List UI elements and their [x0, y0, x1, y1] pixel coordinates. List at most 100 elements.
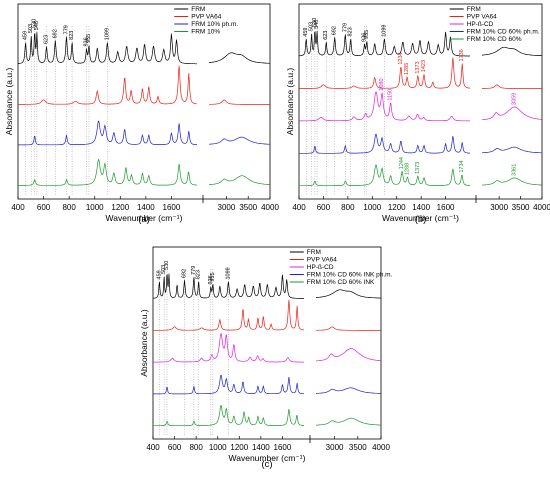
legend-entry: FRM [467, 6, 481, 13]
y-axis-label: Absorbance (a.u.) [139, 309, 149, 377]
legend-entry: FRM 10% CD 60% ph.m. [467, 29, 540, 36]
spectrum-line-hf-0 [482, 46, 542, 56]
legend-entry: FRM 10% CD 60% INK ph.m. [307, 272, 393, 279]
x-tick-label: 400 [11, 203, 25, 212]
spectrum-line-2 [299, 91, 470, 122]
plot-frame [298, 3, 543, 200]
chart-panel-1: 400 600 800 1000 1200 1400 1600 3000 3500 4000 Wav… [285, 3, 550, 225]
x-tick-label: 400 [146, 443, 160, 452]
peak-label: 823 [196, 270, 202, 279]
spectrum-line-3 [153, 374, 305, 395]
colored-peak-label: 3359 [512, 93, 518, 105]
spectrum-line-4 [153, 404, 304, 427]
colored-peak-label: 1736 [459, 49, 465, 61]
peak-label: 1099 [225, 267, 231, 279]
peak-label: 1099 [381, 25, 387, 37]
x-tick-label: 800 [341, 203, 355, 212]
x-tick-label: 4000 [372, 443, 390, 452]
colored-peak-label: 1734 [459, 160, 465, 172]
x-tick-label: 3000 [218, 203, 236, 212]
x-tick-label: 800 [62, 203, 76, 212]
peak-label: 459 [156, 270, 162, 279]
x-axis-label: Wavenumber (cm⁻¹) [382, 213, 459, 223]
x-axis-label: Wavenumber (cm⁻¹) [106, 213, 183, 223]
spectrum-line-hf-3 [481, 146, 542, 154]
colored-peak-label: 1288 [404, 163, 410, 175]
peak-label: 955 [86, 34, 92, 43]
x-tick-label: 1200 [388, 203, 406, 212]
spectrum-line-hf-1 [482, 84, 542, 89]
spectrum-line-hf-1 [316, 326, 381, 331]
peak-label: 692 [181, 269, 187, 278]
x-tick-label: 1400 [137, 203, 155, 212]
spectrum-line-4 [299, 164, 470, 187]
peak-label: 936 [208, 275, 214, 284]
peak-label: 503 [309, 22, 315, 31]
x-tick-label: 3000 [326, 443, 344, 452]
spectrum-line-hf-3 [316, 387, 381, 394]
colored-peak-label: 1244 [399, 157, 405, 169]
peak-label: 503 [161, 265, 167, 274]
x-tick-label: 1600 [274, 443, 292, 452]
peak-label: 530 [164, 261, 170, 270]
legend-entry: HP-ß-CD [307, 264, 334, 271]
x-axis-label: Wavenumber (cm⁻¹) [229, 453, 306, 463]
x-tick-label: 4000 [261, 203, 279, 212]
x-tick-label: 400 [292, 203, 306, 212]
colored-peak-label: 1373 [415, 162, 421, 174]
x-tick-label: 1000 [86, 203, 104, 212]
x-tick-label: 1400 [252, 443, 270, 452]
legend-entry: PVP VA64 [467, 14, 497, 21]
x-tick-label: 1600 [163, 203, 181, 212]
colored-peak-label: 1373 [415, 61, 421, 73]
peak-label: 823 [348, 27, 354, 36]
x-tick-label: 1200 [111, 203, 129, 212]
spectrum-line-hf-4 [482, 177, 542, 186]
x-tick-label: 3500 [512, 203, 530, 212]
x-tick-label: 3500 [239, 203, 257, 212]
x-tick-label: 1600 [437, 203, 455, 212]
spectrum-line-1 [153, 299, 305, 331]
legend-entry: FRM 10% CD 60% [467, 36, 522, 43]
peak-label: 779 [342, 23, 348, 32]
peak-label: 955 [364, 30, 370, 39]
peak-label: 936 [84, 37, 90, 46]
colored-peak-label: 3361 [512, 164, 518, 176]
peak-label: 1099 [104, 28, 110, 40]
peak-label: 779 [63, 25, 69, 34]
x-tick-label: 600 [317, 203, 331, 212]
spectrum-line-2 [18, 120, 198, 146]
spectrum-line-3 [18, 159, 197, 186]
legend-entry: HP-ß-CD [467, 21, 494, 28]
legend-entry: FRM 10% ph.m. [191, 21, 238, 28]
y-axis-label: Absorbance (a.u.) [285, 68, 295, 136]
spectrum-line-hf-2 [315, 348, 381, 362]
spectrum-line-hf-4 [316, 417, 381, 426]
peak-label: 548 [314, 20, 320, 29]
peak-label: 779 [191, 266, 197, 275]
colored-peak-label: 1423 [421, 60, 427, 72]
chart-panel-0: 400 600 800 1000 1200 1400 1600 3000 3500 4000 Wav… [4, 3, 279, 225]
x-tick-label: 3500 [349, 443, 367, 452]
x-tick-label: 800 [189, 443, 203, 452]
colored-peak-label: 1080 [379, 78, 385, 90]
spectrum-line-0 [18, 32, 197, 65]
spectrum-line-hf-1 [209, 99, 270, 105]
chart-panel-2: 400 600 800 1000 1200 1400 1600 3000 3500 4000 Wav… [139, 246, 393, 470]
y-axis-label: Absorbance (a.u.) [4, 68, 14, 136]
colored-peak-label: 1234 [398, 52, 404, 64]
legend-entry: FRM 10% [191, 29, 220, 36]
peak-label: 548 [34, 21, 40, 30]
spectrum-line-3 [299, 133, 470, 154]
legend-entry: FRM [307, 249, 321, 256]
x-tick-label: 600 [168, 443, 182, 452]
colored-peak-label: 1150 [388, 89, 394, 101]
peak-label: 530 [32, 19, 38, 28]
peak-label: 936 [361, 33, 367, 42]
x-tick-label: 1200 [230, 443, 248, 452]
panel-label: (b) [415, 214, 427, 225]
peak-label: 692 [52, 29, 58, 38]
peak-label: 530 [312, 18, 318, 27]
